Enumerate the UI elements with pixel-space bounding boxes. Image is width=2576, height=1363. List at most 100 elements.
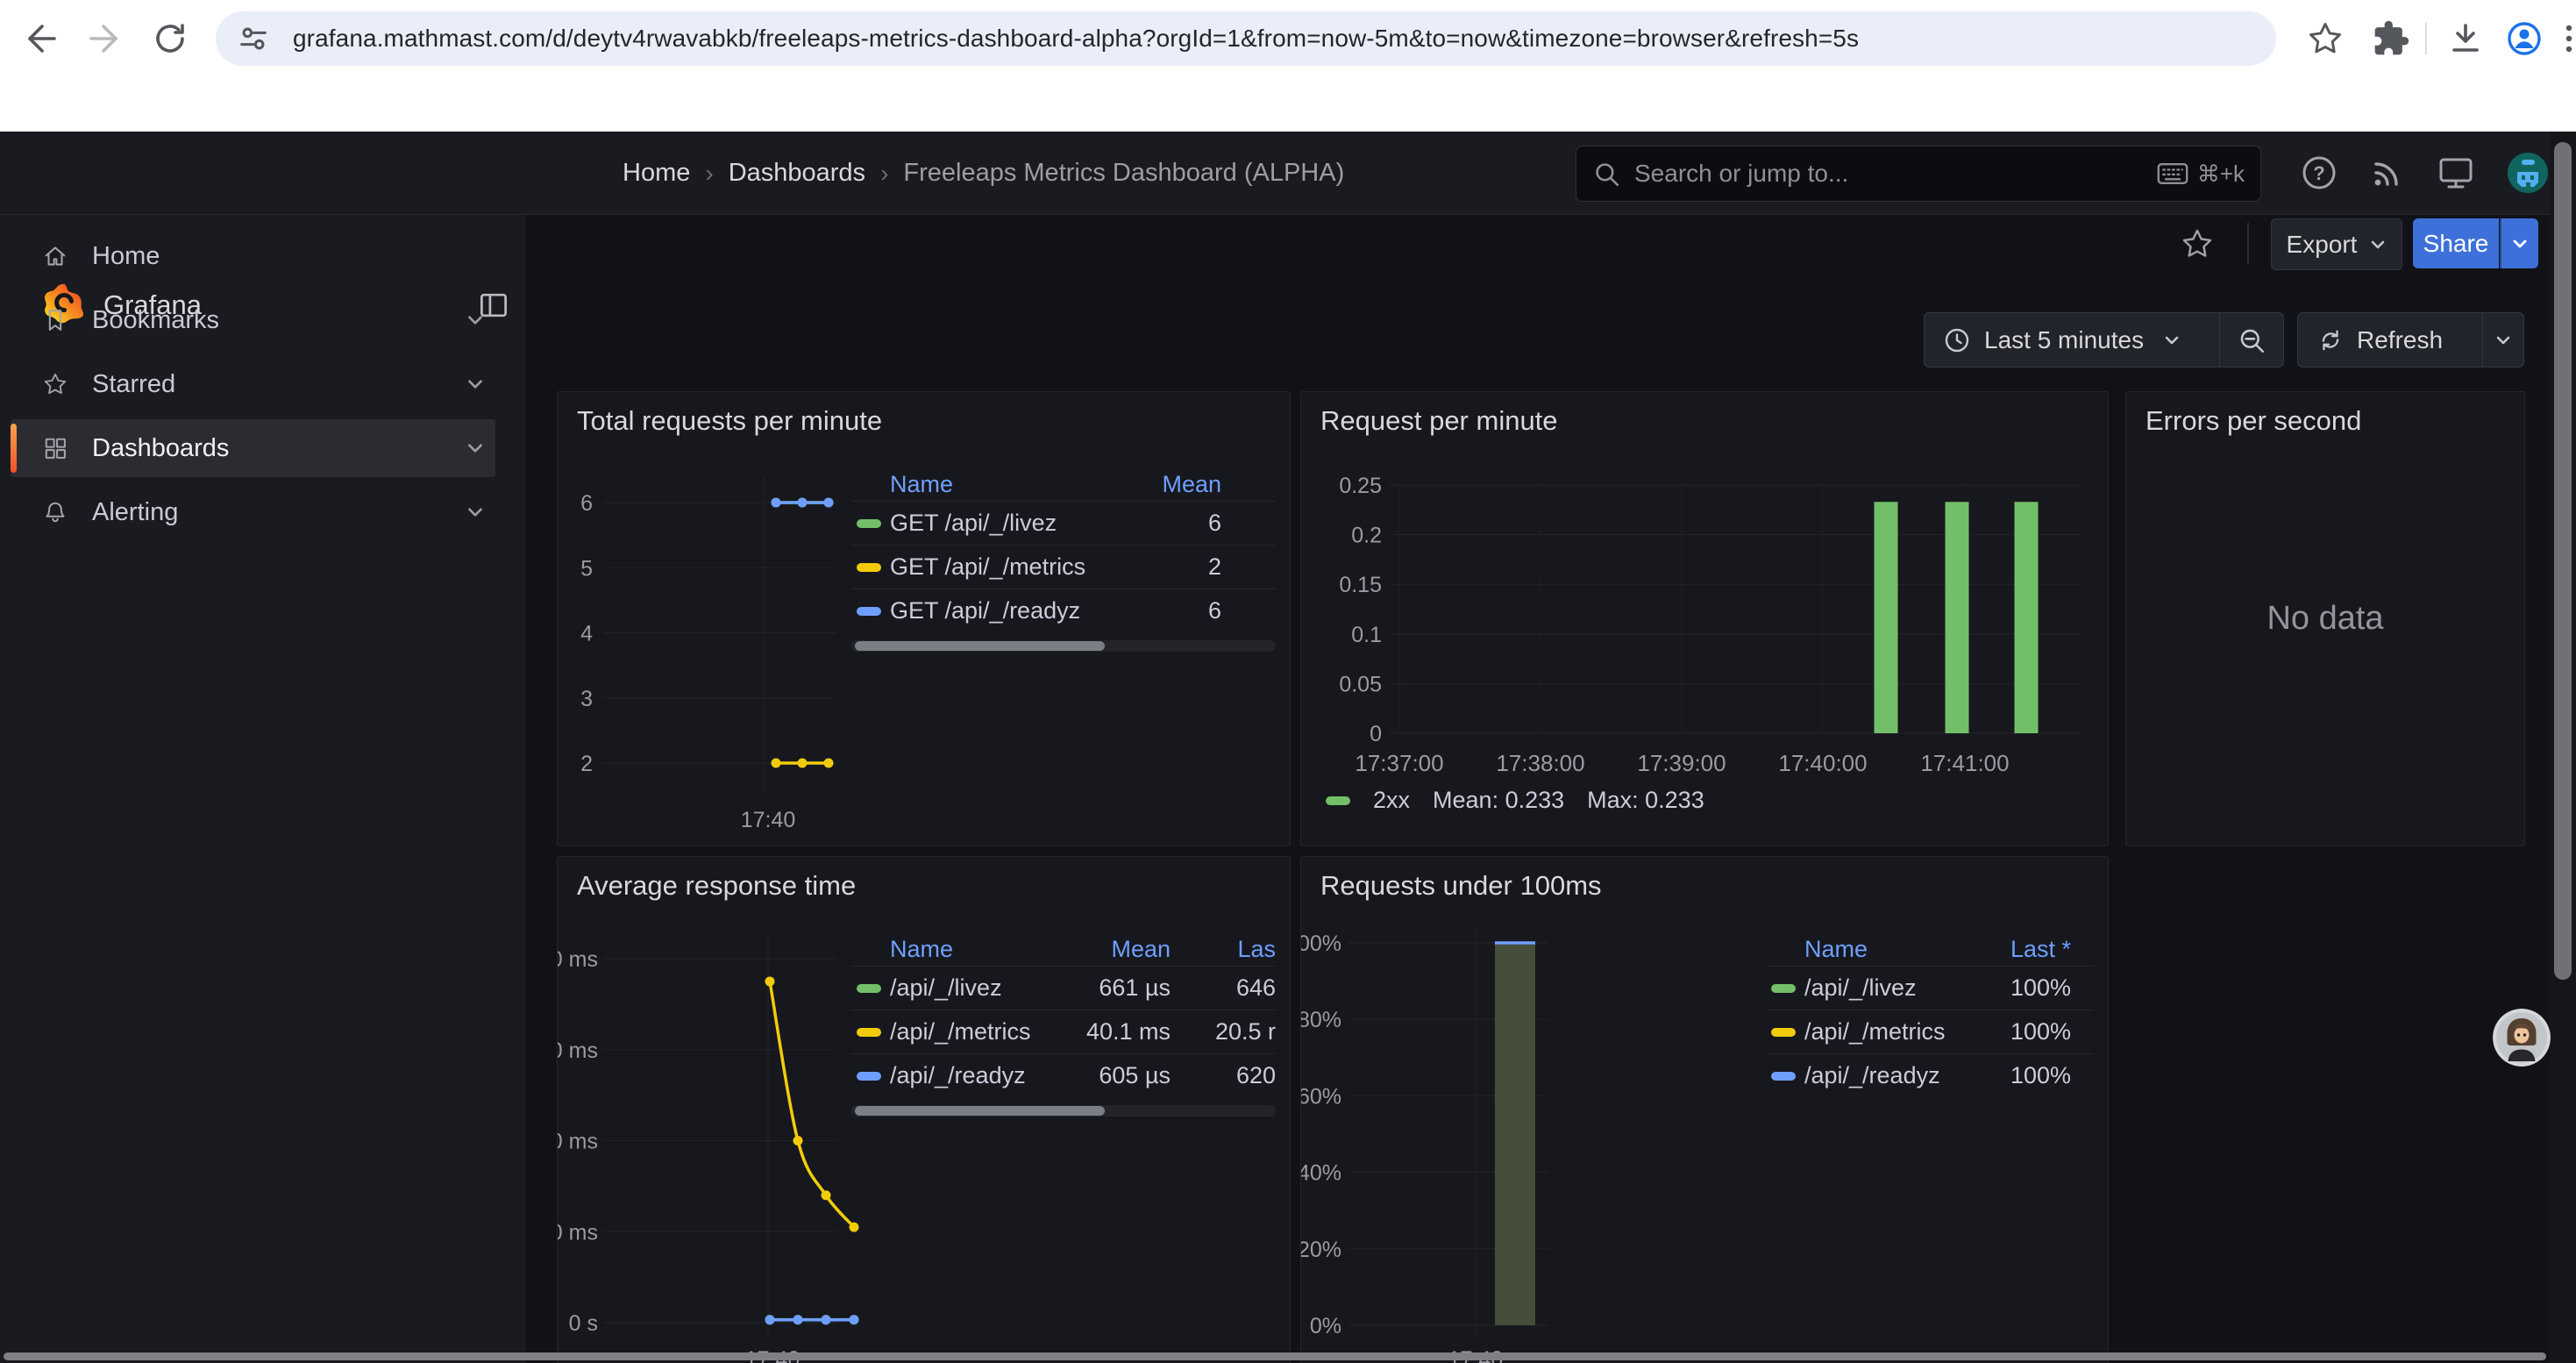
star-icon xyxy=(42,371,68,397)
series-color-pill xyxy=(1771,1028,1796,1037)
user-avatar[interactable] xyxy=(2506,151,2550,195)
svg-text:80 ms: 80 ms xyxy=(558,947,598,972)
chevron-down-icon[interactable] xyxy=(466,503,485,522)
bookmarks-bar: Freeleaps收藏博客 xyxy=(0,77,2576,132)
chevron-down-icon[interactable] xyxy=(466,375,485,394)
series-value: 646 xyxy=(1171,974,1276,1002)
legend-row[interactable]: /api/_/metrics40.1 ms20.5 r xyxy=(851,1010,1276,1054)
series-color-pill xyxy=(1771,984,1796,993)
help-icon[interactable]: ? xyxy=(2297,151,2341,195)
svg-text:17:40:00: 17:40:00 xyxy=(1778,750,1867,776)
zoom-out-button[interactable] xyxy=(2220,313,2283,367)
grafana-sidenav: Grafana HomeBookmarksStarredDashboardsAl… xyxy=(0,132,527,1363)
series-value: 40.1 ms xyxy=(1057,1018,1171,1045)
site-settings-icon[interactable] xyxy=(237,22,270,55)
search-input[interactable]: Search or jump to... ⌘+k xyxy=(1576,146,2261,202)
chevron-down-icon[interactable] xyxy=(466,310,485,330)
panel-errors-per-second: Errors per second No data xyxy=(2125,391,2525,846)
breadcrumb-item[interactable]: Home xyxy=(623,159,690,188)
series-name: 2xx xyxy=(1373,787,1410,814)
bookmark-icon xyxy=(42,307,68,333)
column-header[interactable]: Mean xyxy=(1134,471,1221,498)
legend-scrollbar-thumb[interactable] xyxy=(855,641,1105,651)
refresh-button[interactable]: Refresh xyxy=(2298,313,2482,367)
search-icon xyxy=(1592,160,1620,188)
sidebar-item-label: Home xyxy=(92,242,160,271)
legend-table-header: NameMeanLas xyxy=(851,932,1276,967)
svg-text:3: 3 xyxy=(580,687,593,711)
svg-text:60 ms: 60 ms xyxy=(558,1038,598,1063)
sidebar-item-bookmarks[interactable]: Bookmarks xyxy=(11,291,495,349)
url-bar[interactable]: grafana.mathmast.com/d/deytv4rwavabkb/fr… xyxy=(216,11,2276,66)
forward-icon[interactable] xyxy=(86,19,125,58)
vertical-scrollbar-thumb[interactable] xyxy=(2554,142,2572,980)
chevron-down-icon xyxy=(2511,235,2529,253)
sidebar-item-label: Starred xyxy=(92,370,175,399)
series-name: /api/_/readyz xyxy=(1804,1062,1966,1089)
legend-row[interactable]: /api/_/readyz605 µs620 xyxy=(851,1054,1276,1097)
legend-scrollbar-thumb[interactable] xyxy=(855,1106,1105,1116)
sidebar-item-dashboards[interactable]: Dashboards xyxy=(11,419,495,477)
svg-text:4: 4 xyxy=(580,622,593,646)
series-name: /api/_/metrics xyxy=(1804,1018,1966,1045)
chevron-down-icon[interactable] xyxy=(466,439,485,458)
legend-row[interactable]: GET /api/_/metrics2 xyxy=(851,546,1276,589)
favorite-star-icon[interactable] xyxy=(2180,226,2215,261)
column-header[interactable]: Last * xyxy=(1966,936,2071,963)
column-header[interactable]: Name xyxy=(890,471,1134,498)
svg-text:0.2: 0.2 xyxy=(1351,524,1382,548)
svg-text:0: 0 xyxy=(1370,722,1382,746)
breadcrumb-item[interactable]: Dashboards xyxy=(729,159,865,188)
svg-text:0 s: 0 s xyxy=(569,1311,598,1336)
refresh-interval-button[interactable] xyxy=(2483,313,2523,367)
series-color-pill xyxy=(857,563,881,572)
share-label: Share xyxy=(2423,230,2489,258)
url-text: grafana.mathmast.com/d/deytv4rwavabkb/fr… xyxy=(293,25,1859,53)
time-range-picker[interactable]: Last 5 minutes xyxy=(1925,313,2219,367)
home-icon xyxy=(42,243,68,269)
assistant-avatar-float[interactable] xyxy=(2493,1009,2551,1067)
legend-row[interactable]: /api/_/readyz100% xyxy=(1766,1054,2094,1097)
sidebar-item-starred[interactable]: Starred xyxy=(11,355,495,413)
sidebar-item-alerting[interactable]: Alerting xyxy=(11,483,495,541)
series-color-pill xyxy=(857,607,881,616)
time-controls: Last 5 minutes xyxy=(1924,312,2284,368)
no-data-message: No data xyxy=(2126,392,2524,846)
legend-row[interactable]: GET /api/_/livez6 xyxy=(851,502,1276,546)
share-button[interactable]: Share xyxy=(2413,218,2499,268)
svg-text:80%: 80% xyxy=(1301,1008,1341,1032)
menu-kebab-icon[interactable] xyxy=(2550,19,2576,58)
column-header[interactable]: Name xyxy=(1804,936,1966,963)
legend-row[interactable]: GET /api/_/readyz6 xyxy=(851,589,1276,632)
legend-row[interactable]: /api/_/livez100% xyxy=(1766,967,2094,1010)
legend-row[interactable]: /api/_/livez661 µs646 xyxy=(851,967,1276,1010)
sidebar-item-label: Alerting xyxy=(92,498,178,527)
bookmark-star-icon[interactable] xyxy=(2306,19,2345,58)
reload-icon[interactable] xyxy=(151,19,189,58)
time-range-label: Last 5 minutes xyxy=(1984,326,2144,354)
news-rss-icon[interactable] xyxy=(2365,151,2409,195)
svg-text:0.15: 0.15 xyxy=(1339,573,1382,597)
extensions-icon[interactable] xyxy=(2372,19,2410,58)
back-icon[interactable] xyxy=(21,19,60,58)
chart-legend[interactable]: 2xx Mean: 0.233 Max: 0.233 xyxy=(1326,787,1704,814)
monitor-icon[interactable] xyxy=(2434,151,2478,195)
sidebar-item-label: Dashboards xyxy=(92,434,229,463)
request-per-minute-chart[interactable]: 0.250.20.150.10.05017:37:0017:38:0017:39… xyxy=(1301,392,2108,846)
refresh-controls: Refresh xyxy=(2297,312,2524,368)
sidebar-item-home[interactable]: Home xyxy=(11,227,495,285)
download-icon[interactable] xyxy=(2446,19,2485,58)
export-button[interactable]: Export xyxy=(2271,218,2402,270)
svg-text:100%: 100% xyxy=(1301,931,1341,956)
column-header[interactable]: Mean xyxy=(1057,936,1171,963)
legend-row[interactable]: /api/_/metrics100% xyxy=(1766,1010,2094,1054)
column-header[interactable]: Name xyxy=(890,936,1057,963)
horizontal-scrollbar-thumb[interactable] xyxy=(4,1352,2546,1360)
refresh-icon xyxy=(2317,327,2344,353)
share-dropdown-button[interactable] xyxy=(2500,218,2538,268)
svg-text:0.05: 0.05 xyxy=(1339,672,1382,696)
column-header[interactable]: Las xyxy=(1171,936,1276,963)
series-value: 100% xyxy=(1966,1018,2071,1045)
profile-icon[interactable] xyxy=(2505,19,2544,58)
series-name: /api/_/livez xyxy=(890,974,1057,1002)
